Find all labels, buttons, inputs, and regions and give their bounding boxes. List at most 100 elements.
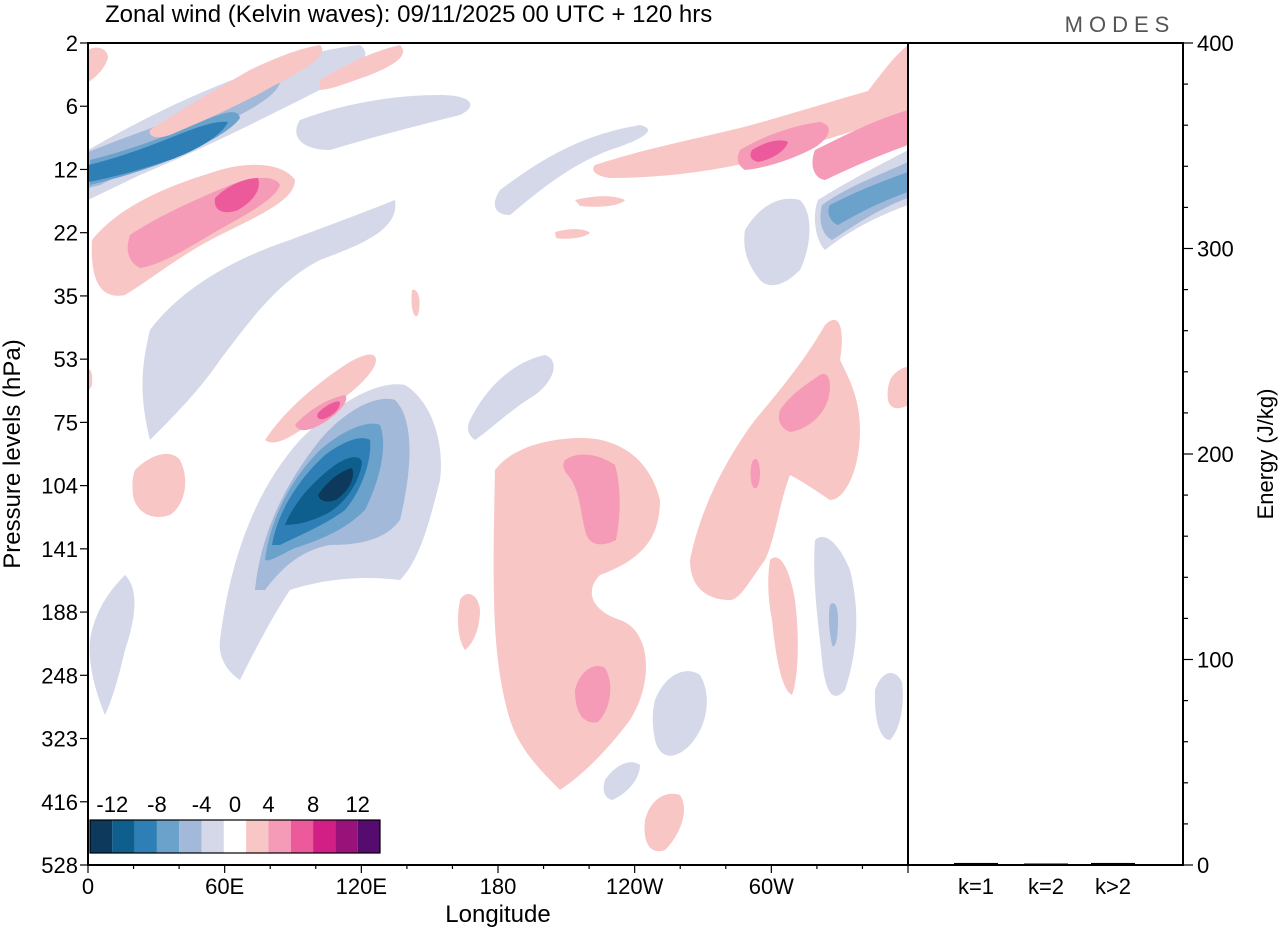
colorbar-swatch [313,820,336,853]
y-tick-label: 104 [41,474,78,499]
colorbar-swatch [268,820,291,853]
energy-tick-label: 200 [1197,442,1234,467]
y-tick-label: 323 [41,727,78,752]
y-tick-label: 53 [54,347,78,372]
neg-shading-bottom-blob [603,762,640,800]
neg-shading-right-upper-spikes [744,198,810,286]
pos-shading-top-left [88,47,108,82]
neg-shading-lower-pacific [652,671,707,756]
colorbar-swatch [290,820,314,853]
pos-shading-mid-east [265,354,376,443]
energy-panel-frame [907,42,1184,866]
pos-shading-right-edge-mid [887,367,908,409]
y-tick-label: 22 [54,221,78,246]
energy-tick-label: 100 [1197,648,1234,673]
contour-plot-area [88,43,908,865]
pos-shading-top-streak [149,45,323,138]
x-tick-label: 60W [749,874,794,899]
energy-tick-label: 300 [1197,237,1234,262]
y-tick-label: 12 [54,157,78,182]
colorbar-swatch [335,820,358,853]
colorbar-swatch [201,820,224,853]
x-axis-title: Longitude [445,901,550,928]
colorbar: -12 -8 -4 0 4 8 12 [89,792,381,854]
energy-category-label: k>2 [1095,874,1131,899]
energy-bars [954,862,1135,865]
pos-shading-upper-west-strong [214,178,259,213]
neg-shading-lower-west [89,575,135,715]
pos-shading-east-pacific-small [750,458,760,489]
pos-shading-east-pacific-medium [778,374,830,432]
colorbar-swatch [357,820,380,853]
energy-bar [1091,862,1135,865]
energy-axis-title: Energy (J/kg) [1253,389,1278,520]
y-tick-label: 141 [41,537,78,562]
colorbar-label: -12 [96,792,128,817]
neg-shading-lower-right-core [828,603,838,647]
colorbar-swatch [246,820,269,853]
y-tick-label: 416 [41,790,78,815]
chart-title: Zonal wind (Kelvin waves): 09/11/2025 00… [105,1,712,28]
neg-shading-darker-upper [88,121,228,182]
colorbar-swatch [223,820,247,853]
pos-shading-bottom-pacific [644,793,685,852]
pos-shading-central-pacific-medium [563,454,620,545]
x-tick-label: 120E [336,874,387,899]
colorbar-swatch [134,820,157,853]
pos-shading-mid-east-core [317,401,340,420]
neg-shading-upper-right [494,125,649,215]
colorbar-label: -4 [192,792,212,817]
y-axis-title: Pressure levels (hPa) [0,339,26,568]
energy-tick-label: 0 [1197,853,1209,878]
neg-shading-upper-mid-right [467,355,554,440]
pos-shading-left-mid [132,453,186,518]
energy-category-label: k=2 [1028,874,1064,899]
pos-shading-upper-mid-small2 [555,229,590,239]
modes-logo: MODES [1065,12,1176,37]
energy-category-label: k=1 [958,874,994,899]
pos-shading-upper-mid-spike [411,289,420,317]
energy-categories: k=1 k=2 k>2 [958,874,1131,899]
energy-axis: 0 100 200 300 400 [1183,31,1234,878]
y-tick-label: 6 [66,94,78,119]
colorbar-label: 0 [229,792,241,817]
neg-shading-darkest-core [318,468,354,502]
pos-shading-top-mid [320,45,404,90]
y-tick-label: 528 [41,853,78,878]
pos-shading-upper-mid-small [575,196,625,207]
energy-bar [1024,863,1068,865]
neg-shading-lower-right-blob [874,672,903,740]
colorbar-swatch [112,820,135,853]
pos-shading-upper-east [593,80,908,178]
y-tick-label: 188 [41,600,78,625]
x-tick-label: 60E [205,874,244,899]
colorbar-outline [89,819,381,854]
x-tick-label: 120W [606,874,664,899]
colorbar-label: 4 [262,792,274,817]
x-tick-label: 180 [480,874,517,899]
pos-shading-lower-pacific-medium [575,666,611,723]
pos-shading-upper-east-medium2 [812,110,908,180]
y-tick-label: 35 [54,284,78,309]
energy-tick-label: 400 [1197,31,1234,56]
y-axis: 2 6 12 22 35 53 75 104 141 188 248 323 416 528 [41,31,88,878]
colorbar-label: -8 [147,792,167,817]
y-tick-label: 248 [41,663,78,688]
pos-shading-upper-east-top [861,45,908,112]
colorbar-swatch [90,820,113,853]
colorbar-label: 8 [307,792,319,817]
pos-shading-central-pacific-left [457,594,480,650]
x-tick-label: 0 [82,874,94,899]
neg-shading-strato-band [142,200,396,440]
y-tick-label: 2 [66,31,78,56]
pos-shading-central-pacific [493,437,660,790]
colorbar-label: 12 [345,792,369,817]
x-axis: 0 60E 120E 180 120W 60W [82,865,909,899]
pos-shading-left-lower-spike [768,557,798,695]
pos-shading-upper-east-strong [750,140,788,162]
colorbar-swatch [156,820,180,853]
colorbar-swatch [179,820,202,853]
energy-bar [954,862,998,865]
y-tick-label: 75 [54,410,78,435]
